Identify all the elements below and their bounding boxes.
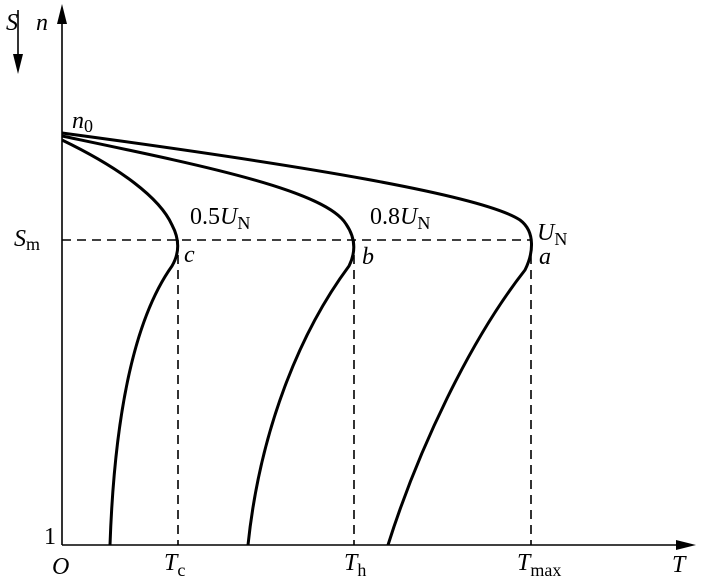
arrow <box>676 540 696 550</box>
guides <box>62 239 532 545</box>
curve-label: 0.5UN <box>190 204 250 233</box>
curves <box>61 131 533 546</box>
tmax-label: Tmax <box>517 550 561 580</box>
s-label: S <box>6 10 18 36</box>
axes <box>13 4 696 550</box>
curve <box>61 138 180 546</box>
th-label: Th <box>344 550 366 580</box>
curve-label: 0.8UN <box>370 204 430 233</box>
point-b: b <box>362 244 374 270</box>
sm-label: Sm <box>14 226 40 254</box>
tc-label: Tc <box>164 550 185 580</box>
n0-label: n0 <box>72 108 93 136</box>
n-label: n <box>36 10 48 36</box>
curve <box>61 134 356 546</box>
arrow <box>57 4 67 24</box>
origin-label: O <box>52 554 69 580</box>
curve <box>61 131 533 546</box>
one-label: 1 <box>44 524 56 550</box>
arrow <box>13 54 23 74</box>
point-c: c <box>184 242 195 268</box>
point-a: a <box>539 244 551 270</box>
t-label: T <box>672 552 687 578</box>
curve-label: UN <box>537 220 567 249</box>
